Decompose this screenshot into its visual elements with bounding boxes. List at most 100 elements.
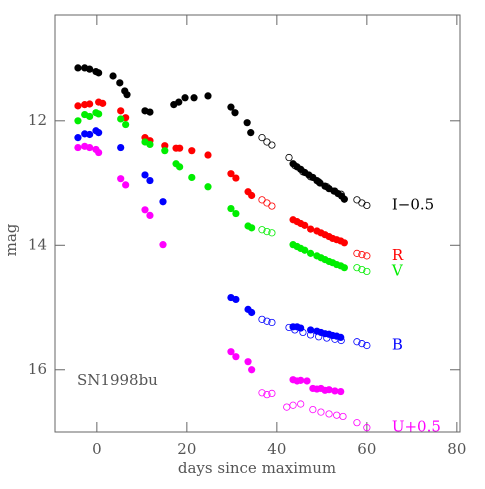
data-point — [358, 251, 366, 259]
data-point — [299, 328, 307, 337]
data-point — [353, 264, 361, 272]
data-point — [301, 221, 309, 229]
data-point — [117, 143, 125, 152]
series-label: I−0.5 — [392, 195, 434, 213]
data-point — [86, 100, 94, 108]
data-point — [95, 148, 103, 157]
x-tick-label: 0 — [92, 440, 102, 458]
data-point — [204, 92, 212, 100]
data-point — [263, 391, 271, 399]
data-point — [258, 315, 266, 323]
data-point — [291, 326, 299, 334]
data-point — [159, 198, 167, 206]
data-point — [325, 386, 333, 394]
data-point — [297, 376, 305, 384]
data-point — [190, 94, 198, 102]
data-point — [248, 366, 256, 374]
data-point — [306, 331, 315, 339]
data-point — [227, 348, 235, 356]
data-point — [95, 110, 103, 118]
data-point — [99, 99, 107, 107]
data-point — [204, 151, 212, 159]
x-tick-label: 20 — [177, 440, 196, 458]
data-point — [146, 108, 154, 116]
data-point — [123, 91, 131, 99]
data-point — [95, 69, 103, 77]
data-point — [232, 295, 240, 304]
data-point — [176, 144, 184, 152]
data-point — [340, 239, 348, 247]
data-point — [117, 115, 125, 123]
x-tick-label: 60 — [357, 440, 376, 458]
data-point — [227, 170, 235, 178]
data-point — [146, 140, 154, 149]
data-point — [263, 227, 271, 236]
data-point — [116, 79, 124, 87]
data-point — [227, 103, 235, 111]
data-point — [289, 401, 297, 409]
data-point — [325, 410, 333, 418]
data-point — [263, 317, 271, 325]
data-point — [315, 178, 323, 186]
data-point — [333, 411, 341, 419]
data-point — [303, 377, 311, 385]
data-point — [323, 334, 331, 342]
data-point — [74, 102, 82, 110]
data-point — [363, 424, 371, 432]
series-label: V — [391, 261, 404, 279]
data-point — [297, 400, 305, 408]
data-point — [337, 190, 345, 198]
data-point — [181, 94, 189, 102]
y-tick-label: 14 — [28, 235, 47, 253]
y-axis-label: mag — [2, 223, 20, 256]
series-label: B — [392, 335, 403, 353]
data-point — [74, 134, 82, 142]
data-point — [95, 129, 103, 137]
data-point — [285, 323, 293, 332]
data-point — [176, 163, 184, 171]
data-point — [353, 419, 361, 427]
data-point — [307, 326, 315, 334]
data-point — [175, 98, 183, 106]
data-point — [285, 153, 293, 162]
data-point — [317, 408, 325, 416]
data-point — [299, 168, 307, 176]
data-point — [244, 358, 252, 366]
x-axis-label: days since maximum — [178, 459, 336, 477]
data-point — [258, 134, 266, 142]
data-point — [247, 129, 255, 137]
data-point — [283, 403, 291, 411]
data-point — [268, 229, 276, 237]
data-point — [141, 206, 149, 214]
series-label: R — [392, 246, 404, 264]
data-point — [258, 389, 266, 397]
data-point — [363, 267, 371, 276]
data-point — [353, 249, 361, 257]
data-point — [117, 107, 125, 115]
data-point — [232, 174, 240, 182]
data-point — [340, 264, 348, 272]
data-point — [74, 143, 82, 152]
data-point — [161, 142, 169, 150]
data-point — [86, 143, 94, 152]
data-point — [331, 187, 339, 195]
data-point — [315, 333, 323, 341]
data-point — [268, 202, 276, 210]
series-label: U+0.5 — [392, 418, 441, 436]
data-point — [146, 176, 154, 185]
data-point — [307, 225, 315, 233]
data-point — [74, 64, 82, 72]
data-point — [188, 173, 196, 182]
data-point — [339, 412, 347, 421]
data-point — [258, 226, 266, 234]
data-point — [117, 175, 125, 183]
data-point — [363, 252, 371, 260]
data-point — [231, 109, 239, 117]
data-point — [268, 389, 276, 398]
data-point — [161, 147, 169, 155]
data-point — [86, 130, 94, 139]
data-point — [122, 181, 130, 189]
data-point — [358, 340, 366, 348]
x-tick-label: 80 — [447, 440, 466, 458]
